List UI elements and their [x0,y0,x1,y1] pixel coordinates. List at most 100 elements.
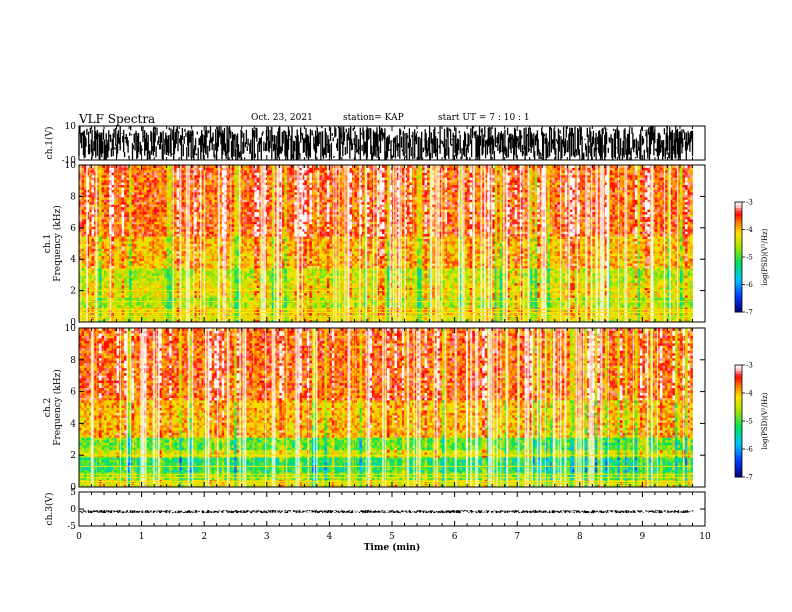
spectrogram-cell [679,297,683,301]
spectrogram-cell [449,297,453,301]
spectrogram-cell [291,319,295,323]
spectrogram-cell [374,297,378,301]
spectrogram-cell [592,312,596,316]
spectrogram-cell [294,314,298,318]
spectrogram-cell [246,304,250,308]
spectrogram-cell [191,285,195,289]
spectrogram-cell [679,280,683,284]
spectrogram-cell [176,309,180,313]
spectrogram-cell [106,307,110,311]
spectrogram-cell [301,272,305,276]
spectrogram-cell [141,307,145,311]
spectrogram-cell [114,309,117,313]
spectrogram-cell [161,290,165,293]
spectrogram-cell [587,312,591,316]
spectrogram-cell [149,312,153,316]
spectrogram-cell [469,285,473,289]
spectrogram-cell [246,272,250,276]
spectrogram-cell [494,304,498,308]
spectrogram-cell [284,312,288,316]
spectrogram-cell [664,292,668,296]
spectrogram-cell [407,292,410,296]
spectrogram-cell [101,292,105,296]
spectrogram-cell [319,275,323,279]
spectrogram-cell [244,295,248,298]
spectrogram-cell [274,314,278,318]
spectrogram-cell [597,297,601,301]
spectrogram-cell [129,275,132,279]
spectrogram-cell [629,312,633,316]
spectrogram-cell [642,290,646,293]
spectrogram-cell [271,285,275,289]
spectrogram-cell [81,275,85,279]
spectrogram-cell [637,304,641,308]
spectrogram-cell [206,275,210,279]
spectrogram-cell [654,312,658,316]
spectrogram-cell [629,280,633,284]
spectrogram-cell [104,290,107,293]
spectrogram-cell [499,314,503,318]
spectrogram-cell [689,290,693,293]
spectrogram-cell [459,285,463,289]
spectrogram-cell [634,314,638,318]
spectrogram-cell [629,309,633,313]
spectrogram-cell [136,302,140,306]
spectrogram-cell [687,290,691,293]
spectrogram-cell [321,275,325,279]
spectrogram-cell [439,290,443,293]
spectrogram-cell [309,285,313,289]
spectrogram-cell [467,292,471,296]
spectrogram-cell [474,309,478,313]
spectrogram-cell [314,307,318,311]
spectrogram-cell [554,319,558,323]
spectrogram-cell [149,275,153,279]
spectrogram-cell [331,314,335,318]
spectrogram-cell [672,290,676,293]
spectrogram-cell [582,290,586,293]
spectrogram-cell [632,302,636,306]
spectrogram-cell [497,304,501,308]
spectrogram-cell [664,275,668,279]
spectrogram-cell [562,307,566,311]
spectrogram-cell [509,302,513,306]
spectrogram-cell [374,307,378,311]
spectrogram-cell [507,277,511,281]
spectrogram-cell [514,314,518,318]
spectrogram-cell [139,314,142,318]
spectrogram-cell [146,287,150,291]
spectrogram-cell [379,287,383,291]
spectrogram-cell [236,319,240,323]
spectrogram-cell [424,282,428,286]
spectrogram-cell [379,319,383,323]
spectrogram-cell [672,275,676,279]
spectrogram-cell [684,312,688,316]
spectrogram-cell [184,287,188,291]
spectrogram-cell [404,285,408,289]
spectrogram-cell [289,292,293,296]
spectrogram-cell [519,307,523,311]
spectrogram-cell [577,309,581,313]
spectrogram-cell [402,312,405,316]
spectrogram-cell [181,297,185,301]
spectrogram-cell [622,290,626,293]
spectrogram-cell [119,290,122,293]
spectrogram-cell [306,272,310,276]
spectrogram-cell [144,280,147,284]
spectrogram-cell [452,314,455,318]
spectrogram-cell [517,302,521,306]
spectrogram-cell [301,309,305,313]
spectrogram-cell [562,319,566,323]
spectrogram-cell [294,282,298,286]
spectrogram-cell [669,312,673,316]
spectrogram-cell [149,304,153,308]
spectrogram-cell [306,280,310,284]
spectrogram-cell [234,285,238,289]
spectrogram-cell [427,272,430,276]
spectrogram-cell [141,275,145,279]
spectrogram-cell [467,297,471,301]
spectrogram-cell [404,290,408,293]
spectrogram-cell [354,275,358,279]
spectrogram-cell [612,287,616,291]
spectrogram-cell [524,314,528,318]
spectrogram-cell [569,290,573,293]
